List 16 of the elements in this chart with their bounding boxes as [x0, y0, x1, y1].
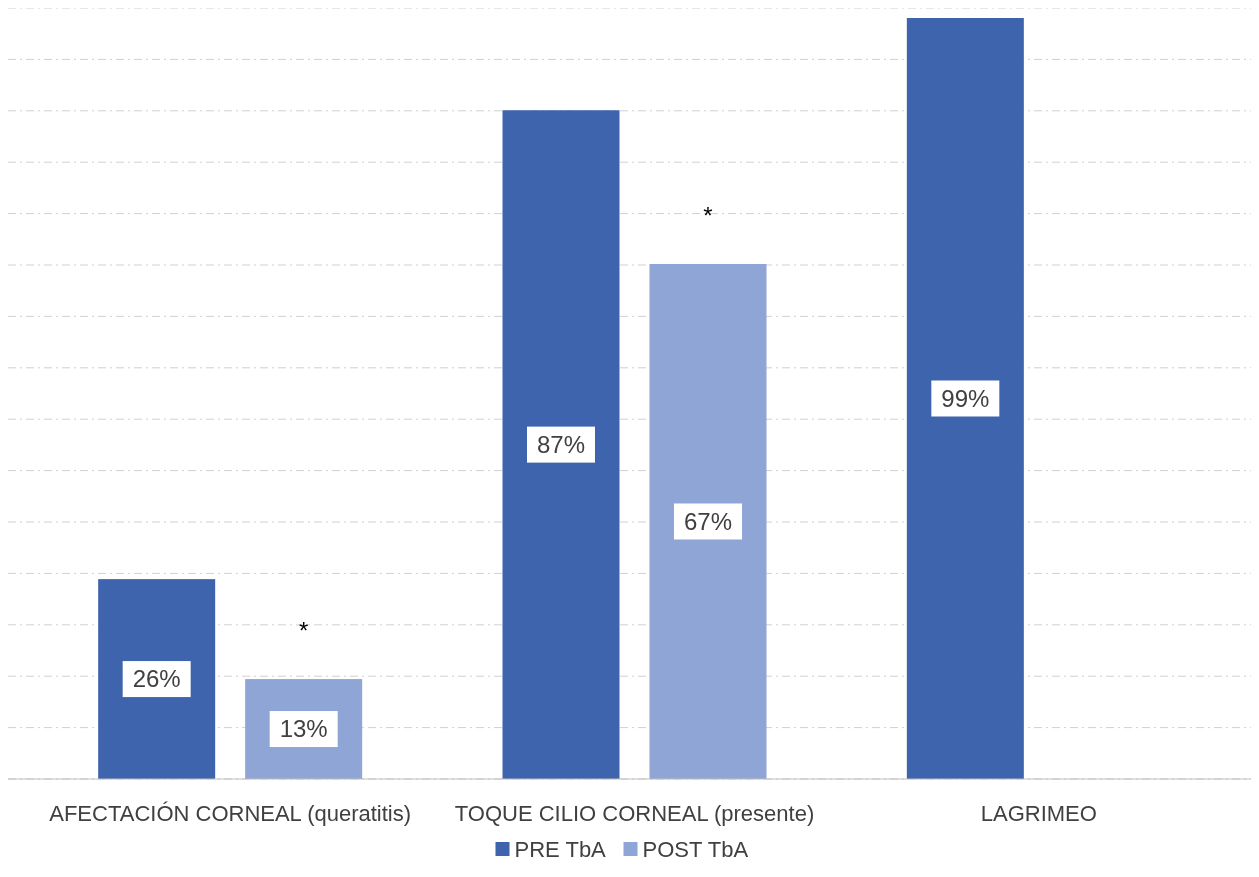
x-tick-label: LAGRIMEO [980, 801, 1097, 826]
data-label: 13% [279, 715, 328, 743]
bar [98, 579, 216, 779]
bar [649, 263, 767, 779]
data-label: 99% [941, 384, 990, 412]
annotation: * [703, 201, 713, 229]
x-tick-label: TOQUE CILIO CORNEAL (presente) [454, 801, 815, 826]
legend-label: PRE TbA [514, 836, 607, 862]
data-label: 67% [683, 507, 733, 535]
bar [502, 110, 620, 779]
annotation: * [298, 617, 309, 645]
data-label: 87% [536, 431, 586, 459]
legend-label: POST TbA [642, 836, 749, 862]
bar [906, 18, 1024, 779]
x-tick-label: AFECTACIÓN CORNEAL (queratitis) [49, 801, 412, 826]
data-label: 26% [132, 665, 181, 693]
